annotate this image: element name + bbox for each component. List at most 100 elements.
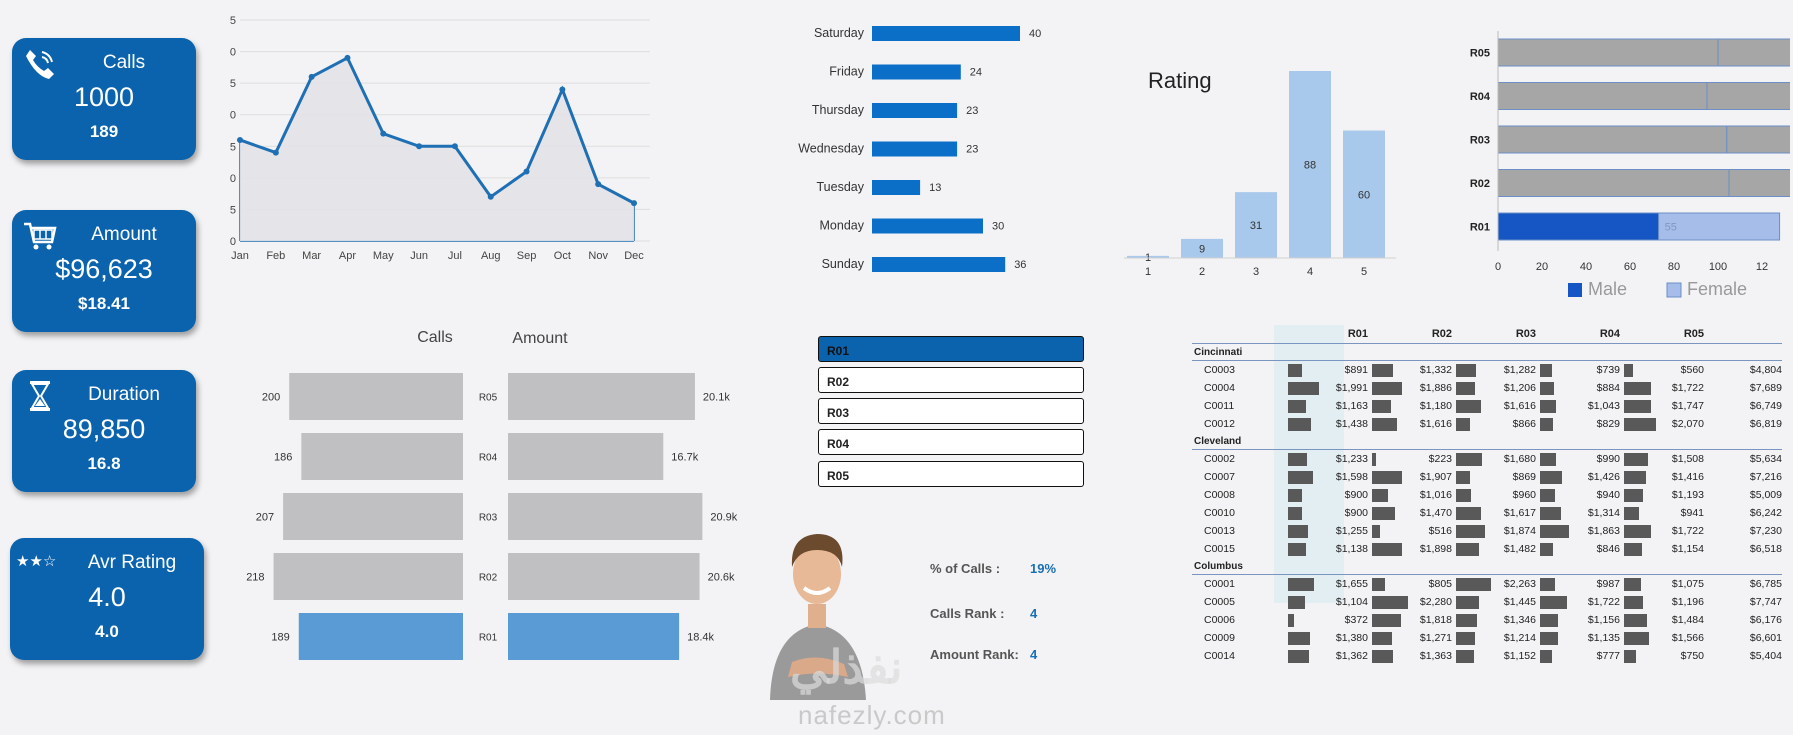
- data-label: 207: [256, 512, 274, 524]
- slicer-item-r04[interactable]: R04: [818, 429, 1084, 455]
- cell-value: $829: [1538, 415, 1622, 433]
- slicer-item-r03[interactable]: R03: [818, 398, 1084, 424]
- category-label: R03: [1470, 135, 1490, 147]
- cell-bar: [1540, 525, 1570, 538]
- cell-bar: [1624, 543, 1643, 556]
- cell-value: $1,566: [1622, 629, 1706, 647]
- x-tick-label: Sep: [517, 250, 537, 262]
- customer-id: C0001: [1204, 578, 1235, 590]
- cell-value: $1,991: [1286, 379, 1370, 397]
- cell-bar: [1540, 632, 1558, 645]
- cell-bar: [1456, 418, 1470, 431]
- person-photo: [770, 534, 866, 700]
- calls-rank-label: Calls Rank :: [930, 606, 1005, 621]
- category-label: Tuesday: [817, 180, 865, 194]
- col-header: R01: [1286, 325, 1370, 344]
- data-point: [559, 86, 566, 93]
- bar: [872, 103, 958, 118]
- cell-value: $1,154: [1622, 540, 1706, 558]
- y-tick-label: 20: [230, 110, 236, 122]
- cell-value: $1,886: [1370, 379, 1454, 397]
- cell-bar: [1456, 489, 1471, 502]
- cell-bar: [1624, 507, 1639, 520]
- cell-bar: [1372, 418, 1398, 431]
- calls-bar: [301, 433, 463, 480]
- cell-value: $1,180: [1370, 397, 1454, 415]
- cell-value: $1,163: [1286, 397, 1370, 415]
- cell-value: $739: [1538, 361, 1622, 380]
- data-point: [523, 168, 530, 175]
- cell-value: $560: [1622, 361, 1706, 380]
- cell-value: $1,043: [1538, 397, 1622, 415]
- cell-bar: [1372, 453, 1376, 466]
- x-tick-label: 40: [1580, 261, 1592, 273]
- x-tick-label: 3: [1253, 266, 1259, 278]
- cell-value: $1,484: [1622, 611, 1706, 629]
- pct-calls-label: % of Calls :: [930, 561, 1001, 576]
- slicer-item-r01[interactable]: R01: [818, 336, 1084, 362]
- watermark-arabic: نفذلي: [790, 641, 903, 693]
- bar: [872, 180, 921, 195]
- data-point: [416, 143, 423, 150]
- category-label: R01: [479, 633, 498, 644]
- row-total: $6,785: [1749, 578, 1782, 590]
- cell-bar: [1288, 632, 1310, 645]
- cell-value: $1,818: [1370, 611, 1454, 629]
- data-label: 20.1k: [703, 392, 730, 404]
- table-row: C0014 $1,362 $1,363 $1,152 $777 $750 $5,404: [1192, 647, 1782, 665]
- y-tick-label: 35: [230, 15, 236, 27]
- cell-value: $1,616: [1370, 415, 1454, 433]
- x-tick-label: 4: [1307, 266, 1313, 278]
- x-tick-label: 0: [1495, 261, 1501, 273]
- cell-bar: [1288, 400, 1307, 413]
- city-header: Cleveland: [1192, 433, 1782, 450]
- category-label: R03: [479, 513, 498, 524]
- bar: [872, 141, 958, 157]
- table-row: C0005 $1,104 $2,280 $1,445 $1,722 $1,196 $7,74…: [1192, 593, 1782, 611]
- data-label: 186: [274, 452, 292, 464]
- y-tick-label: 30: [230, 47, 236, 59]
- row-total: $6,176: [1749, 614, 1782, 626]
- cell-value: $2,263: [1454, 575, 1538, 594]
- phone-icon: [22, 46, 58, 82]
- data-point: [595, 181, 602, 188]
- cell-value: $1,152: [1454, 647, 1538, 665]
- bar: [872, 26, 1020, 41]
- x-tick-label: May: [373, 250, 394, 262]
- slicer-item-r02[interactable]: R02: [818, 367, 1084, 393]
- bar-female: [1726, 125, 1790, 154]
- cell-value: $866: [1454, 415, 1538, 433]
- cell-bar: [1624, 525, 1651, 538]
- cell-value: $1,196: [1622, 593, 1706, 611]
- cell-value: $941: [1622, 504, 1706, 522]
- table-row: C0010 $900 $1,470 $1,617 $1,314 $941 $6,242: [1192, 504, 1782, 522]
- cell-bar: [1288, 578, 1314, 591]
- cell-value: $1,445: [1454, 593, 1538, 611]
- calls-rank-value: 4: [1030, 606, 1038, 621]
- bar-female: [1706, 82, 1790, 110]
- cell-value: $805: [1370, 575, 1454, 594]
- kpi-title: Duration: [88, 384, 160, 405]
- table-row: C0015 $1,138 $1,898 $1,482 $846 $1,154 $6,518: [1192, 540, 1782, 558]
- customer-id: C0008: [1204, 489, 1235, 501]
- watermark: nafezly.com: [798, 700, 946, 730]
- bar-male: [1497, 169, 1730, 197]
- row-total: $6,819: [1749, 418, 1782, 430]
- legend-swatch-female: [1666, 282, 1682, 298]
- stars-icon: ★★☆: [16, 553, 57, 570]
- cell-bar: [1372, 525, 1381, 538]
- cell-bar: [1540, 543, 1554, 556]
- y-tick-label: 10: [230, 173, 236, 185]
- x-tick-label: Mar: [302, 250, 321, 262]
- data-point: [308, 73, 315, 80]
- table-row: C0004 $1,991 $1,886 $1,206 $884 $1,722 $7,689: [1192, 379, 1782, 397]
- cart-icon: [22, 218, 58, 254]
- slicer-item-r05[interactable]: R05: [818, 461, 1084, 487]
- col-header: R04: [1538, 325, 1622, 344]
- cell-bar: [1372, 382, 1402, 395]
- cell-value: $1,616: [1454, 397, 1538, 415]
- cell-value: $1,138: [1286, 540, 1370, 558]
- category-label: R04: [479, 453, 498, 464]
- cell-value: $1,362: [1286, 647, 1370, 665]
